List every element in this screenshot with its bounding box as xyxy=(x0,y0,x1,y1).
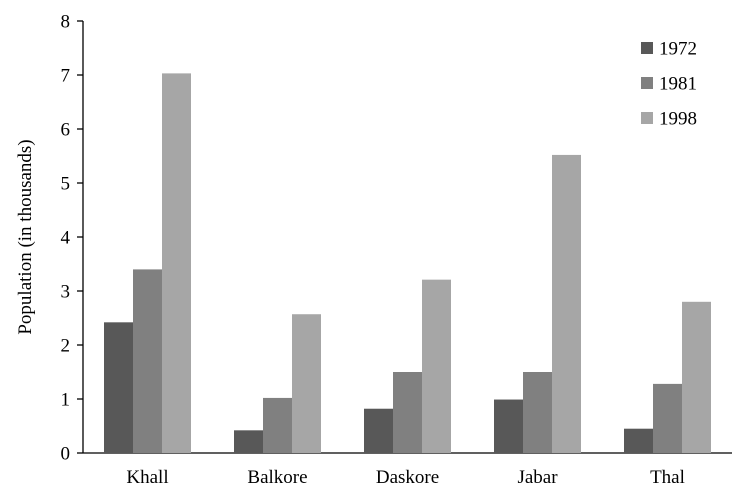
bar-jabar-1998 xyxy=(552,154,581,454)
y-tick-label: 2 xyxy=(61,336,71,357)
bar-khall-1972 xyxy=(104,322,133,453)
y-tick-label: 3 xyxy=(61,282,71,303)
y-tick-label: 4 xyxy=(61,228,71,249)
bar-jabar-1981 xyxy=(523,372,552,453)
bar-thal-1972 xyxy=(624,428,653,453)
bar-thal-1998 xyxy=(682,301,711,453)
bar-daskore-1972 xyxy=(364,408,393,453)
bar-balkore-1972 xyxy=(234,430,263,453)
y-tick-label: 7 xyxy=(61,66,71,87)
legend-label: 1981 xyxy=(659,74,697,95)
bar-daskore-1998 xyxy=(422,279,451,453)
y-tick-label: 6 xyxy=(61,120,71,141)
y-tick-label: 5 xyxy=(61,174,71,195)
bar-balkore-1981 xyxy=(263,397,292,453)
legend-label: 1998 xyxy=(659,109,697,130)
y-tick-label: 8 xyxy=(61,12,71,33)
bar-balkore-1998 xyxy=(292,314,321,453)
bar-jabar-1972 xyxy=(494,399,523,453)
legend-label: 1972 xyxy=(659,39,697,60)
x-category-label: Thal xyxy=(650,467,685,488)
plot-area: 0 1 2 3 4 5 6 7 8 Khall Balkore Daskore Jabar Thal xyxy=(61,12,732,488)
y-tick-label: 1 xyxy=(61,390,71,411)
y-tick-label: 0 xyxy=(61,444,71,465)
legend-swatch-1981 xyxy=(641,77,653,89)
bar-daskore-1981 xyxy=(393,372,422,453)
x-category-label: Daskore xyxy=(376,467,439,488)
x-category-label: Khall xyxy=(126,467,168,488)
x-category-label: Jabar xyxy=(517,467,558,488)
bar-khall-1981 xyxy=(133,269,162,453)
bar-khall-1998 xyxy=(162,73,191,453)
legend-swatch-1998 xyxy=(641,112,653,124)
legend: 1972 1981 1998 xyxy=(641,39,697,130)
legend-swatch-1972 xyxy=(641,42,653,54)
bar-thal-1981 xyxy=(653,383,682,453)
x-category-label: Balkore xyxy=(247,467,307,488)
y-axis-title: Population (in thousands) xyxy=(15,139,36,334)
